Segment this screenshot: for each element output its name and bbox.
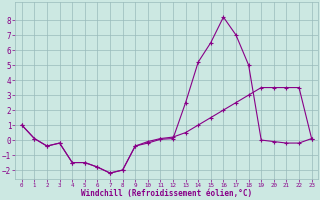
X-axis label: Windchill (Refroidissement éolien,°C): Windchill (Refroidissement éolien,°C)	[81, 189, 252, 198]
